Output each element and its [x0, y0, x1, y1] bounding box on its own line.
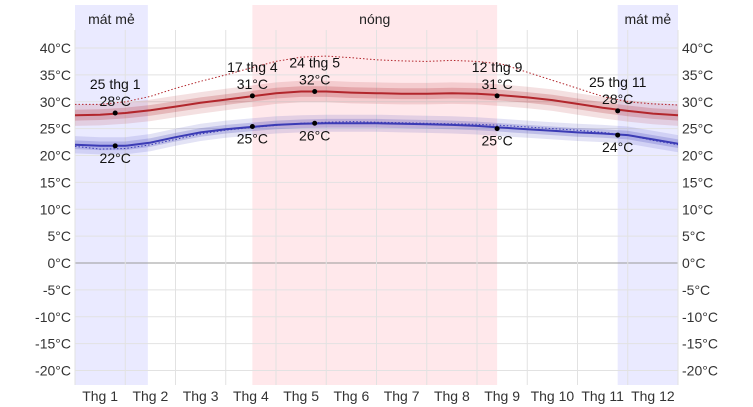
y-tick-right-10-c: 10°C — [682, 201, 713, 217]
season-label-1: nóng — [359, 11, 390, 27]
y-axis-left: 40°C 35°C 30°C 25°C 20°C 15°C 10°C 5°C 0°C -5°C -1… — [35, 40, 71, 379]
y-tick-right-15-c: 15°C — [682, 174, 713, 190]
x-tick-thg-11: Thg 11 — [581, 388, 624, 404]
annotation-point-2 — [249, 93, 255, 99]
series-0-outer-band — [75, 80, 678, 126]
annotation-date-8: 25 thg 11 — [589, 74, 647, 90]
x-tick-thg-8: Thg 8 — [434, 388, 470, 404]
x-axis-months: Thg 1 Thg 2 Thg 3 Thg 4 Thg 5 Thg 6 Thg 7 Thg 8… — [82, 388, 675, 404]
y-tick-left-5-c: 5°C — [48, 228, 72, 244]
annotation-point-7 — [494, 126, 500, 132]
record-high-line — [75, 55, 679, 106]
x-tick-thg-4: Thg 4 — [233, 388, 269, 404]
gridlines — [74, 30, 679, 385]
y-tick-right-40-c: 40°C — [682, 40, 713, 56]
season-band-2 — [617, 5, 678, 385]
annotations: 28°C25 thg 122°C31°C17 thg 425°C32°C24 t… — [90, 55, 647, 166]
annotation-date-4: 24 thg 5 — [289, 55, 340, 71]
annotation-point-4 — [312, 89, 318, 95]
annotation-point-5 — [312, 120, 318, 126]
y-tick-left-25-c: 25°C — [40, 121, 71, 137]
season-band-0 — [75, 5, 148, 385]
series-1-line — [74, 122, 679, 147]
series-0-line — [74, 90, 679, 117]
y-axis-right: 40°C 35°C 30°C 25°C 20°C 15°C 10°C 5°C 0°C -5°C -1… — [682, 40, 718, 379]
y-tick-right-5-c: 5°C — [682, 228, 706, 244]
y-tick-left-15-c: -15°C — [35, 336, 71, 352]
annotation-point-3 — [249, 123, 255, 129]
annotation-point-9 — [615, 132, 621, 138]
y-tick-right-0-c: 0°C — [682, 255, 706, 271]
annotation-date-2: 17 thg 4 — [227, 59, 278, 75]
y-tick-left-15-c: 15°C — [40, 174, 71, 190]
annotation-value-8: 28°C — [602, 91, 633, 107]
annotation-value-3: 25°C — [237, 130, 268, 146]
y-tick-right-15-c: -15°C — [682, 336, 718, 352]
annotation-point-0 — [112, 110, 118, 116]
season-label-0: mát mẻ — [88, 11, 135, 27]
y-tick-right-5-c: -5°C — [682, 282, 710, 298]
x-tick-thg-3: Thg 3 — [183, 388, 219, 404]
temperature-series — [74, 55, 679, 155]
annotation-value-1: 22°C — [100, 150, 131, 166]
season-label-2: mát mẻ — [625, 11, 672, 27]
y-tick-left-35-c: 35°C — [40, 67, 71, 83]
annotation-value-2: 31°C — [237, 76, 268, 92]
x-tick-thg-7: Thg 7 — [384, 388, 420, 404]
annotation-value-0: 28°C — [100, 93, 131, 109]
annotation-point-1 — [112, 143, 118, 149]
annotation-value-5: 26°C — [299, 127, 330, 143]
y-tick-left-30-c: 30°C — [40, 94, 71, 110]
y-tick-left-20-c: 20°C — [40, 148, 71, 164]
y-tick-right-20-c: 20°C — [682, 148, 713, 164]
season-band-1 — [252, 5, 498, 385]
annotation-value-7: 25°C — [481, 133, 512, 149]
y-tick-right-10-c: -10°C — [682, 309, 718, 325]
y-tick-right-25-c: 25°C — [682, 121, 713, 137]
y-tick-left-0-c: 0°C — [48, 255, 72, 271]
annotation-point-8 — [615, 108, 621, 114]
annotation-value-6: 31°C — [481, 76, 512, 92]
y-tick-right-35-c: 35°C — [682, 67, 713, 83]
x-tick-thg-5: Thg 5 — [283, 388, 319, 404]
x-tick-thg-9: Thg 9 — [484, 388, 520, 404]
series-0-inner-band — [75, 86, 678, 121]
y-tick-left-10-c: -10°C — [35, 309, 71, 325]
x-tick-thg-10: Thg 10 — [531, 388, 575, 404]
y-tick-left-10-c: 10°C — [40, 201, 71, 217]
x-tick-thg-6: Thg 6 — [333, 388, 369, 404]
series-1-outer-band — [75, 114, 678, 155]
x-tick-thg-1: Thg 1 — [82, 388, 118, 404]
y-tick-left-40-c: 40°C — [40, 40, 71, 56]
y-tick-right-30-c: 30°C — [682, 94, 713, 110]
annotation-value-4: 32°C — [299, 72, 330, 88]
series-1-inner-band — [75, 118, 678, 151]
y-tick-left-5-c: -5°C — [43, 282, 71, 298]
x-tick-thg-12: Thg 12 — [631, 388, 675, 404]
annotation-point-6 — [494, 93, 500, 99]
annotation-date-0: 25 thg 1 — [90, 76, 141, 92]
y-tick-left-20-c: -20°C — [35, 363, 71, 379]
annotation-value-9: 24°C — [602, 139, 633, 155]
record-low-line — [74, 121, 679, 150]
x-tick-thg-2: Thg 2 — [132, 388, 168, 404]
y-tick-right-20-c: -20°C — [682, 363, 718, 379]
annotation-date-6: 12 thg 9 — [472, 59, 523, 75]
